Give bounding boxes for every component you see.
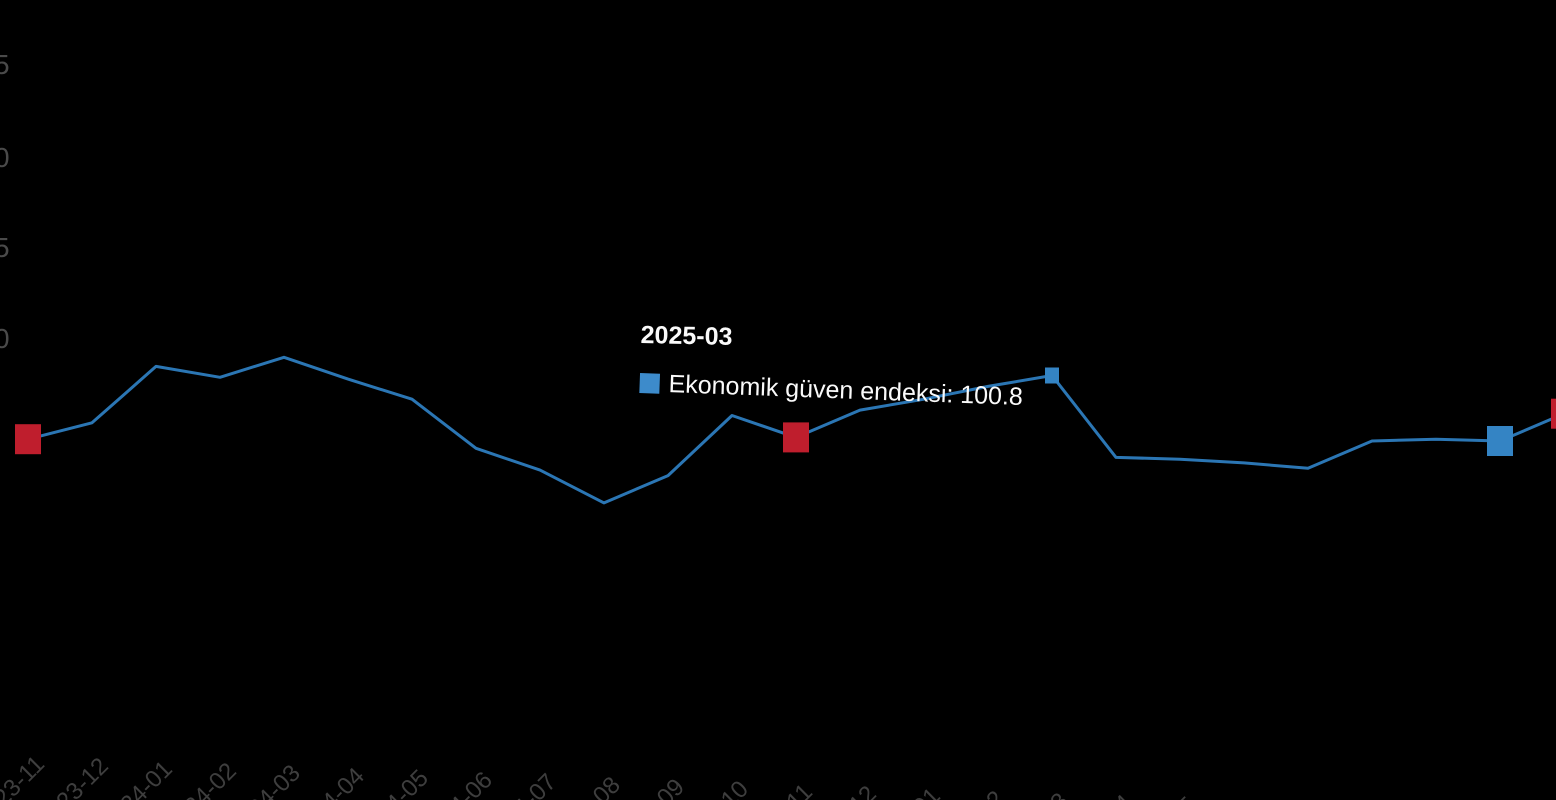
data-point-marker-2025-11[interactable] bbox=[1551, 398, 1556, 429]
data-point-marker-2025-10[interactable] bbox=[1487, 426, 1513, 456]
y-axis-tick-fragment: 5 bbox=[0, 49, 10, 80]
data-point-marker-2023-11[interactable] bbox=[15, 424, 41, 455]
data-point-marker-2025-03[interactable] bbox=[1045, 367, 1059, 384]
y-axis-tick-fragment: 0 bbox=[0, 142, 10, 173]
data-point-marker-2024-11[interactable] bbox=[783, 422, 809, 453]
marker-layer bbox=[15, 367, 1556, 456]
y-axis-tick-fragment: 0 bbox=[0, 323, 10, 354]
y-axis-tick-fragment: 5 bbox=[0, 232, 10, 263]
